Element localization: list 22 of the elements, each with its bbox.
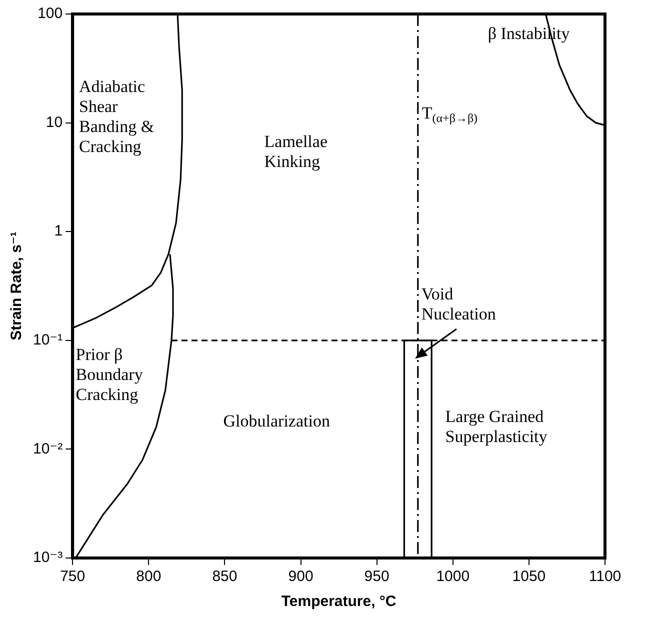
x-tick-label: 900 xyxy=(288,568,314,586)
y-tick-label: 100 xyxy=(38,5,63,22)
annotation: Void Nucleation xyxy=(421,284,496,324)
y-tick-label: 1 xyxy=(54,222,63,240)
x-tick-label: 1000 xyxy=(436,568,470,586)
x-tick-label: 800 xyxy=(136,568,162,586)
annotation: Adiabatic Shear Banding & Cracking xyxy=(78,76,154,156)
x-tick-label: 1100 xyxy=(588,568,622,586)
x-tick-label: 850 xyxy=(212,568,238,586)
y-tick-label: 10⁻² xyxy=(32,440,63,458)
annotation: Lamellae Kinking xyxy=(264,132,328,172)
x-axis-title: Temperature, °C xyxy=(281,593,396,610)
y-tick-label: 10⁻¹ xyxy=(32,332,63,349)
annotation: Large Grained Superplasticity xyxy=(445,406,548,446)
x-tick-label: 750 xyxy=(60,568,86,586)
x-tick-label: 1050 xyxy=(512,568,546,586)
y-tick-label: 10 xyxy=(46,114,63,131)
x-tick-label: 950 xyxy=(364,568,390,586)
annotation: Prior β Boundary Cracking xyxy=(76,345,144,404)
y-axis-title: Strain Rate, s⁻¹ xyxy=(8,232,26,340)
y-tick-label: 10⁻³ xyxy=(32,549,63,566)
annotation: Globularization xyxy=(223,411,330,430)
